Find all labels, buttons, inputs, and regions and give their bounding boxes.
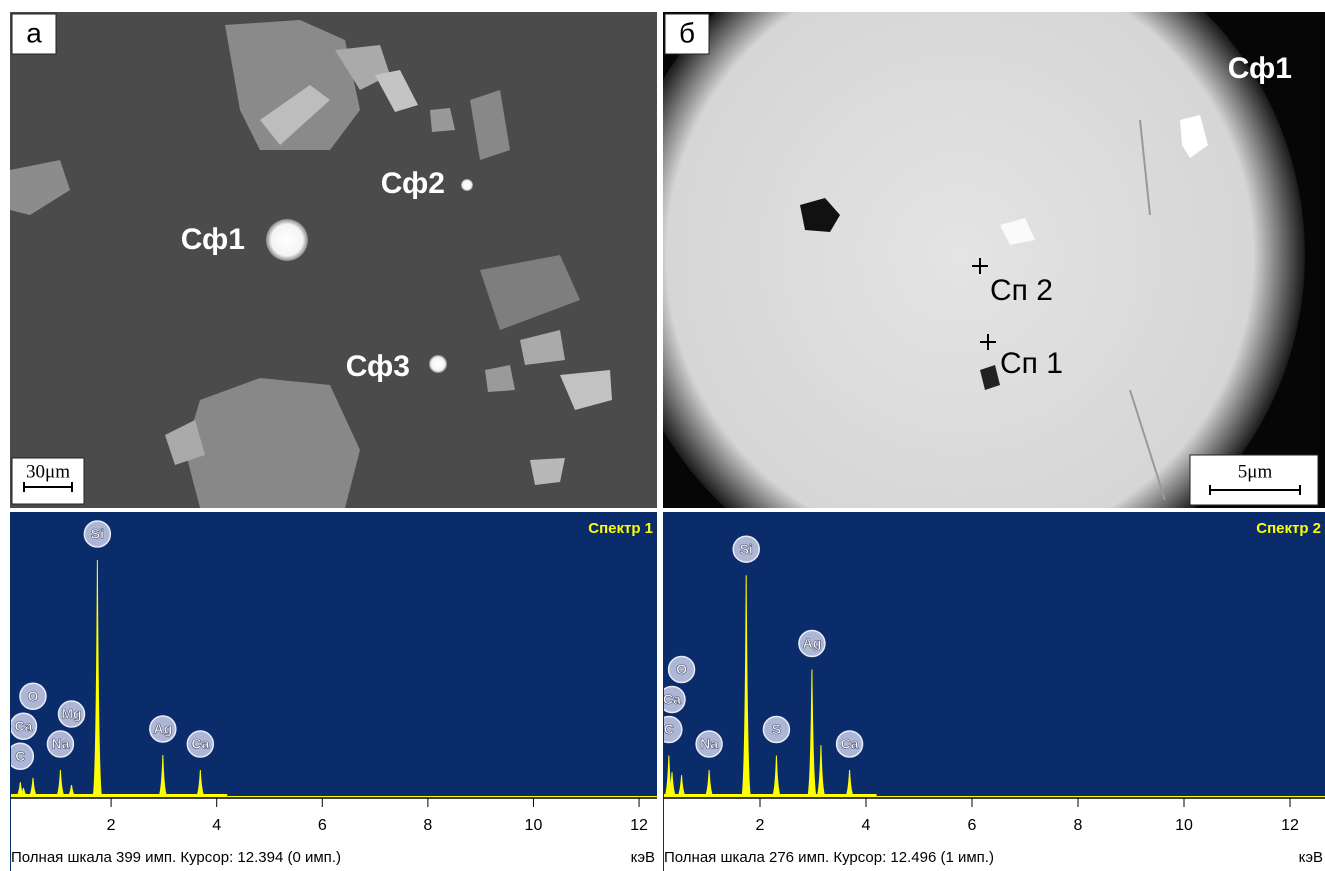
- figure: а Сф1 Сф2 Сф3 30μm б Сф1 Сп 2 Сп 1 5μm C…: [0, 0, 1325, 871]
- peak-label: C: [15, 748, 25, 764]
- x-tick-label: 4: [862, 817, 871, 834]
- spectrum-footer: Полная шкала 399 имп. Курсор: 12.394 (0 …: [11, 849, 341, 866]
- spectrum-background: [663, 512, 1325, 798]
- x-tick-label: 12: [630, 817, 648, 834]
- peak-label: Mg: [61, 706, 81, 722]
- scale-bar-label: 30μm: [26, 461, 70, 482]
- x-tick-label: 10: [1175, 817, 1193, 834]
- x-tick-label: 6: [968, 817, 977, 834]
- peak-label: C: [664, 721, 674, 737]
- peak-label: Na: [700, 736, 718, 752]
- peak-label: Si: [91, 526, 104, 542]
- peak-label: Ca: [15, 718, 33, 734]
- x-tick-label: 10: [525, 817, 543, 834]
- particle-label: Сф1: [181, 223, 245, 256]
- peak-label: S: [772, 721, 781, 737]
- spectrum-background: [10, 512, 657, 798]
- x-unit: кэВ: [631, 849, 655, 866]
- x-tick-label: 8: [1074, 817, 1083, 834]
- peak-label: O: [28, 688, 39, 704]
- x-tick-label: 4: [212, 817, 221, 834]
- sem-image-a: [10, 12, 657, 508]
- spectrum-footer: Полная шкала 276 имп. Курсор: 12.496 (1 …: [664, 849, 994, 866]
- peak-label: Ca: [191, 736, 209, 752]
- x-unit: кэВ: [1299, 849, 1323, 866]
- sem-image-b: [615, 0, 1325, 600]
- scale-bar-label: 5μm: [1238, 461, 1273, 482]
- x-tick-label: 12: [1281, 817, 1299, 834]
- panel-letter: а: [26, 17, 42, 48]
- peak-label: Ag: [154, 721, 173, 737]
- point-label: Сп 2: [990, 274, 1053, 307]
- peak-label: Ag: [803, 635, 822, 651]
- peak-label: Ca: [841, 736, 859, 752]
- spectrum-title: Спектр 1: [588, 520, 653, 537]
- peak-label: Na: [51, 736, 69, 752]
- x-tick-label: 6: [318, 817, 327, 834]
- x-tick-label: 8: [423, 817, 432, 834]
- x-tick-label: 2: [756, 817, 765, 834]
- peak-label: O: [676, 661, 687, 677]
- x-tick-label: 2: [107, 817, 116, 834]
- particle-label: Сф1: [1228, 52, 1292, 85]
- particle-label: Сф2: [381, 167, 445, 200]
- point-label: Сп 1: [1000, 347, 1063, 380]
- particle-label: Сф3: [346, 350, 410, 383]
- peak-label: Si: [740, 541, 753, 557]
- peak-label: Ca: [663, 691, 681, 707]
- panel-letter: б: [679, 17, 695, 48]
- spectrum-title: Спектр 2: [1256, 520, 1321, 537]
